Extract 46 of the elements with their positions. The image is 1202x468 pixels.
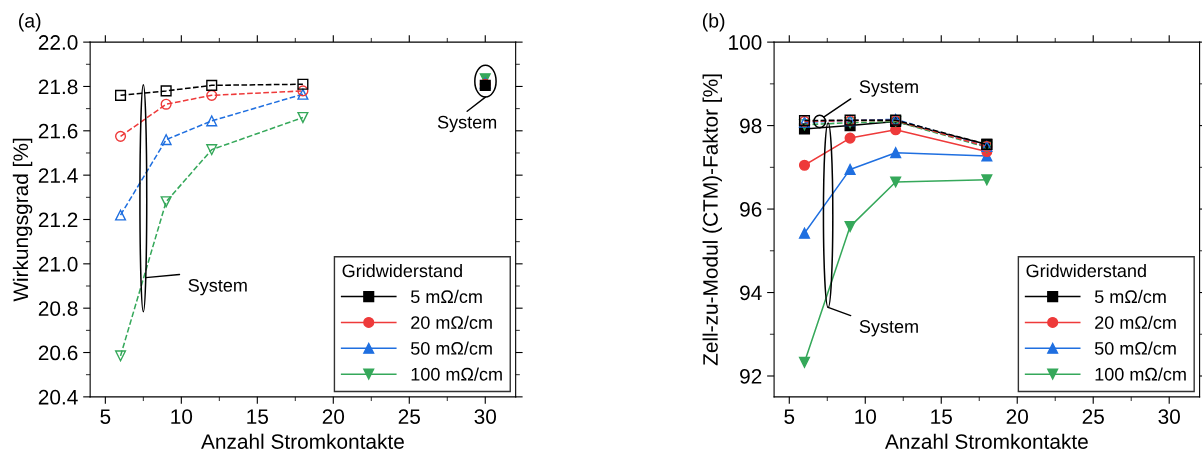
chart-title: (a) xyxy=(19,13,41,32)
x-axis-title: Anzahl Stromkontakte xyxy=(884,433,1088,449)
y-tick-label: 20.6 xyxy=(38,345,78,361)
y-tick-label: 21.6 xyxy=(38,123,78,139)
y-tick-label: 22.0 xyxy=(38,35,78,50)
annotation: System xyxy=(859,320,918,337)
annotation: System xyxy=(437,115,497,133)
legend-label: 50 mΩ/cm xyxy=(410,341,492,355)
annotation: System xyxy=(188,278,247,296)
y-tick-label: 20.8 xyxy=(38,301,78,316)
legend-label: 50 mΩ/cm xyxy=(1094,341,1176,355)
legend-label: 5 mΩ/cm xyxy=(410,289,482,304)
y-tick-label: 21.4 xyxy=(38,168,78,183)
y-tick-label: 20.4 xyxy=(38,389,78,405)
y-tick-label: 96 xyxy=(740,202,762,217)
legend-label: 100 mΩ/cm xyxy=(411,367,502,381)
legend-label: 20 mΩ/cm xyxy=(411,315,492,329)
x-tick-label: 5 xyxy=(100,409,111,424)
x-tick-label: 25 xyxy=(1082,409,1104,424)
x-tick-label: 5 xyxy=(784,409,795,424)
x-tick-label: 20 xyxy=(322,409,345,424)
x-tick-label: 30 xyxy=(474,409,497,424)
y-tick-label: 98 xyxy=(740,118,762,134)
x-tick-label: 20 xyxy=(1006,409,1029,424)
y-tick-label: 94 xyxy=(740,285,762,301)
y-axis-title: Wirkungsgrad [%] xyxy=(12,138,33,302)
legend-title: Gridwiderstand xyxy=(1026,263,1146,278)
legend-label: 20 mΩ/cm xyxy=(1095,315,1176,329)
x-tick-label: 10 xyxy=(171,409,193,424)
x-tick-label: 15 xyxy=(247,409,269,424)
y-tick-label: 21.8 xyxy=(38,79,78,95)
x-tick-label: 15 xyxy=(931,409,952,424)
x-tick-label: 10 xyxy=(855,409,877,424)
legend-label: 100 mΩ/cm xyxy=(1095,367,1186,381)
y-tick-label: 100 xyxy=(729,35,762,50)
x-tick-label: 30 xyxy=(1158,409,1180,424)
y-axis-title: Zell-zu-Modul (CTM)-Faktor [%] xyxy=(702,74,722,366)
y-tick-label: 21.0 xyxy=(38,256,78,272)
chart-title: (b) xyxy=(702,13,725,32)
legend-label: 5 mΩ/cm xyxy=(1094,289,1166,304)
legend-title: Gridwiderstand xyxy=(342,263,462,278)
x-axis-title: Anzahl Stromkontakte xyxy=(201,433,404,449)
annotation: System xyxy=(859,80,918,97)
y-tick-label: 92 xyxy=(740,369,762,384)
x-tick-label: 25 xyxy=(398,409,420,424)
y-tick-label: 21.2 xyxy=(38,212,78,228)
